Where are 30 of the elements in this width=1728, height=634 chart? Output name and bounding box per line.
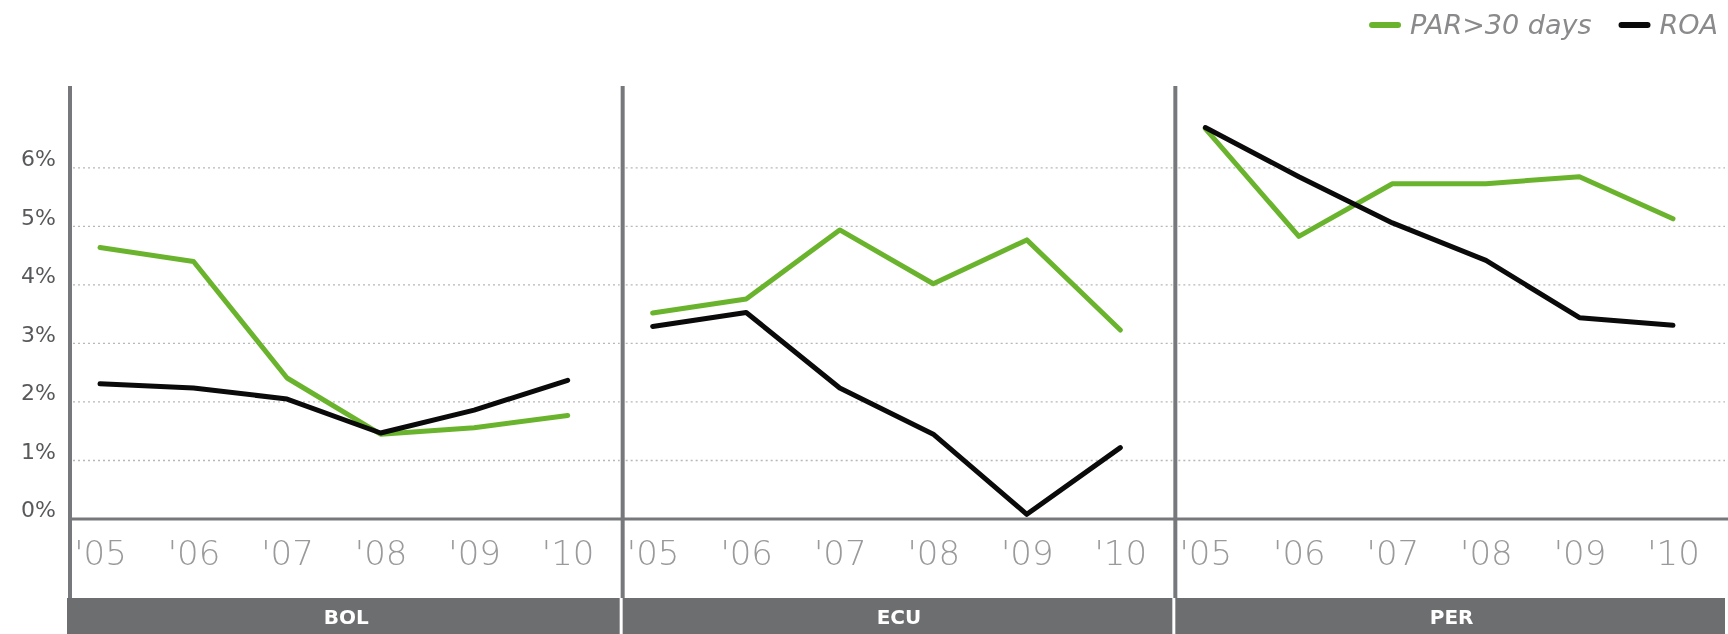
y-tick-label: 6% [21, 146, 56, 172]
x-tick-label: '08 [354, 532, 408, 573]
text: BOL [323, 605, 370, 629]
y-tick-label: 1% [21, 438, 56, 464]
x-tick-label: '09 [448, 532, 501, 573]
y-tick-label: 2% [21, 380, 56, 406]
text: ECU [876, 605, 922, 629]
y-tick-label: 4% [21, 263, 56, 289]
x-tick-label: '05 [1179, 532, 1233, 573]
x-tick-label: '05 [626, 532, 680, 573]
legend-label: ROA [1659, 9, 1718, 40]
y-tick-label: 3% [21, 321, 56, 347]
x-tick-label: '07 [1366, 532, 1420, 573]
x-tick-label: '07 [261, 532, 314, 573]
x-tick-label: '06 [720, 532, 774, 573]
y-tick-label: 5% [21, 204, 56, 230]
x-tick-label: '09 [1000, 532, 1054, 573]
x-tick-label: '08 [1460, 532, 1513, 573]
x-tick-label: '10 [541, 532, 595, 573]
x-tick-label: '08 [907, 532, 961, 573]
x-tick-label: '06 [1273, 532, 1326, 573]
x-tick-label: '05 [74, 532, 127, 573]
x-tick-label: '07 [813, 532, 867, 573]
legend-label: PAR>30 days [1410, 9, 1592, 40]
x-tick-label: '10 [1094, 532, 1148, 573]
x-tick-label: '06 [167, 532, 221, 573]
x-tick-label: '10 [1647, 532, 1700, 573]
x-tick-label: '09 [1553, 532, 1607, 573]
y-tick-label: 0% [21, 497, 56, 523]
text: PER [1429, 605, 1474, 629]
